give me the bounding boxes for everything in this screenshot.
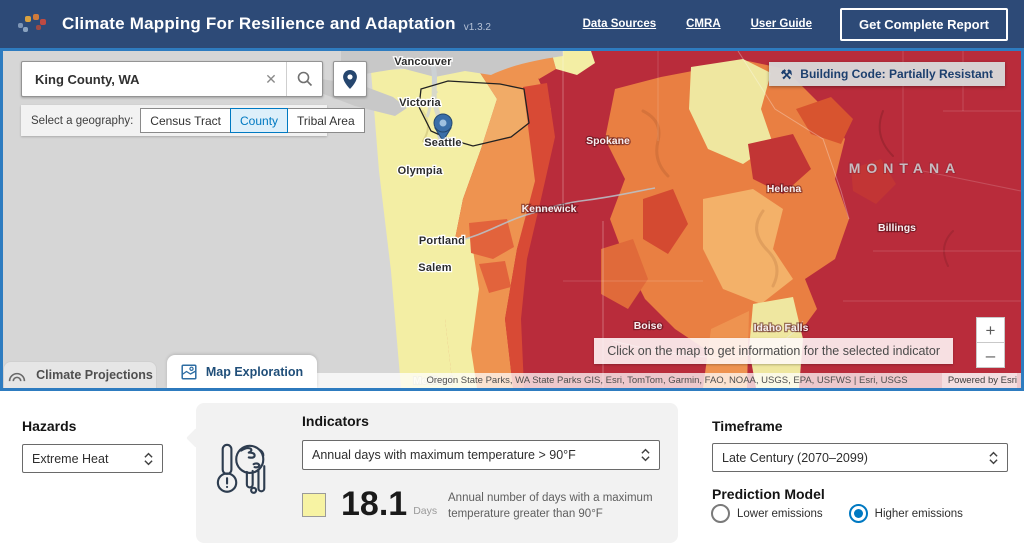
radio-label: Higher emissions xyxy=(874,507,963,520)
nav-link-cmra[interactable]: CMRA xyxy=(686,18,721,30)
geography-label: Select a geography: xyxy=(31,114,134,127)
location-pin-icon xyxy=(343,69,357,89)
indicator-value: 18.1 xyxy=(341,485,408,523)
indicators-select[interactable]: Annual days with maximum temperature > 9… xyxy=(302,440,660,470)
map-label-olympia: Olympia xyxy=(398,165,443,177)
map-label-helena: Helena xyxy=(767,183,802,195)
map-label-billings: Billings xyxy=(878,222,916,234)
header-nav: Data Sources CMRA User Guide xyxy=(583,18,812,30)
tab-label: Map Exploration xyxy=(205,364,304,379)
geo-option-census-tract[interactable]: Census Tract xyxy=(140,108,231,133)
attribution-text: Oregon State Parks, WA State Parks GIS, … xyxy=(426,375,908,386)
chevron-updown-icon xyxy=(641,448,650,462)
projections-arc-icon xyxy=(8,372,26,381)
hazards-select[interactable]: Extreme Heat xyxy=(22,444,163,473)
timeframe-selected-value: Late Century (2070–2099) xyxy=(722,450,868,465)
geo-option-county[interactable]: County xyxy=(230,108,289,133)
radio-lower-emissions[interactable]: Lower emissions xyxy=(711,504,823,523)
map-label-salem: Salem xyxy=(418,262,451,274)
timeframe-heading: Timeframe xyxy=(712,418,783,434)
map-label-vancouver: Vancouver xyxy=(394,56,452,68)
canada-region xyxy=(341,51,563,77)
chevron-updown-icon xyxy=(144,452,153,465)
map-icon xyxy=(181,363,197,380)
prediction-model-options: Lower emissions Higher emissions xyxy=(711,504,963,523)
app-header: Climate Mapping For Resilience and Adapt… xyxy=(0,0,1024,48)
map-container: Vancouver Victoria Seattle Olympia Spokane Ke… xyxy=(0,48,1024,391)
app-title: Climate Mapping For Resilience and Adapt… xyxy=(62,14,456,33)
hammer-and-pick-icon: ⚒ xyxy=(780,66,793,82)
clear-search-icon[interactable]: ✕ xyxy=(265,70,277,87)
map-pin-icon xyxy=(433,113,453,142)
radio-circle-icon xyxy=(848,504,868,523)
nav-link-user-guide[interactable]: User Guide xyxy=(750,18,812,30)
app-version: v1.3.2 xyxy=(463,22,491,33)
zoom-out-button[interactable]: – xyxy=(976,342,1005,368)
hazards-selected-value: Extreme Heat xyxy=(32,451,109,466)
city-labels: Vancouver Victoria Seattle Olympia Spokane Ke… xyxy=(393,55,962,388)
get-complete-report-button[interactable]: Get Complete Report xyxy=(839,7,1008,41)
map-label-idaho-falls: Idaho Falls xyxy=(754,322,809,334)
chevron-updown-icon xyxy=(989,451,998,464)
map-zoom-controls: + – xyxy=(976,317,1005,368)
indicator-color-swatch xyxy=(302,493,326,517)
view-tabs: Climate Projections Map Exploration xyxy=(3,355,317,388)
use-location-button[interactable] xyxy=(333,61,367,97)
indicator-card: Indicators Annual days with maximum temp… xyxy=(196,403,678,543)
radio-circle-icon xyxy=(711,504,730,523)
powered-by-esri: Powered by Esri xyxy=(941,373,1017,388)
geo-option-tribal-area[interactable]: Tribal Area xyxy=(287,108,365,133)
search-icon xyxy=(297,71,312,87)
indicator-value-row: 18.1 Days xyxy=(302,487,437,521)
map-hint-tooltip: Click on the map to get information for … xyxy=(594,338,953,364)
search-input[interactable]: King County, WA xyxy=(35,71,140,87)
map-label-boise: Boise xyxy=(634,320,663,332)
map-label-spokane: Spokane xyxy=(586,135,630,147)
tab-map-exploration[interactable]: Map Exploration xyxy=(167,355,317,388)
controls-panel: Hazards Extreme Heat xyxy=(0,391,1024,552)
map-label-kennewick: Kennewick xyxy=(522,203,577,215)
columbia-river xyxy=(448,187,656,244)
extreme-heat-melting-globe-icon xyxy=(216,443,266,494)
tab-label: Climate Projections xyxy=(36,368,153,382)
map-label-montana: MONTANA xyxy=(849,160,962,176)
building-code-badge[interactable]: ⚒ Building Code: Partially Resistant xyxy=(768,62,1005,86)
indicator-unit: Days xyxy=(413,505,438,517)
timeframe-select[interactable]: Late Century (2070–2099) xyxy=(712,443,1008,472)
cmra-logo-icon xyxy=(16,11,50,37)
hazards-heading: Hazards xyxy=(22,418,77,434)
map-label-portland: Portland xyxy=(419,235,465,247)
geography-selector: Select a geography: Census Tract County … xyxy=(21,105,365,136)
radio-label: Lower emissions xyxy=(737,507,823,520)
prediction-model-heading: Prediction Model xyxy=(712,486,825,502)
search-submit-button[interactable] xyxy=(286,62,322,96)
indicators-selected-value: Annual days with maximum temperature > 9… xyxy=(312,448,576,462)
indicators-heading: Indicators xyxy=(302,413,369,429)
zoom-in-button[interactable]: + xyxy=(976,317,1005,343)
map-label-victoria: Victoria xyxy=(399,97,441,109)
radio-higher-emissions[interactable]: Higher emissions xyxy=(848,504,963,523)
map-label-seattle: Seattle xyxy=(424,137,461,149)
building-code-label: Building Code: Partially Resistant xyxy=(800,67,993,81)
tab-climate-projections[interactable]: Climate Projections xyxy=(3,361,157,388)
map-attribution: Oregon State Parks, WA State Parks GIS, … xyxy=(313,373,1021,388)
nav-link-data-sources[interactable]: Data Sources xyxy=(582,18,657,30)
location-search[interactable]: King County, WA ✕ xyxy=(21,61,323,97)
climate-choropleth-map[interactable]: Vancouver Victoria Seattle Olympia Spokane Ke… xyxy=(3,51,1021,388)
indicator-description: Annual number of days with a maximum tem… xyxy=(448,492,653,520)
